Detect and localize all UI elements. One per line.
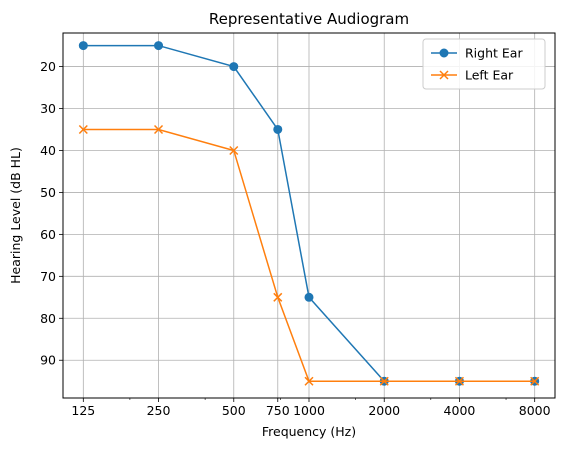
legend-box: [422, 38, 546, 90]
data-point: [78, 41, 88, 51]
data-point-stroke: [78, 124, 88, 135]
data-point-stroke: [379, 376, 389, 386]
series-left-ear: [78, 124, 540, 386]
data-point: [379, 376, 389, 386]
data-point: [439, 70, 449, 80]
x-tick-label: 1000: [293, 403, 325, 418]
y-tick-label: 50: [40, 185, 56, 200]
y-tick-label: 90: [40, 353, 56, 368]
data-point-stroke: [229, 145, 239, 156]
y-tick-label: 70: [40, 269, 56, 284]
data-point: [304, 376, 314, 386]
legend-item: Left Ear: [431, 68, 514, 83]
y-tick-label: 60: [40, 227, 56, 242]
data-point-stroke: [304, 376, 314, 386]
data-point: [273, 292, 283, 302]
chart-title: Representative Audiogram: [209, 10, 409, 28]
data-point: [229, 145, 239, 156]
legend-label: Right Ear: [465, 46, 523, 61]
x-tick-label: 750: [266, 403, 290, 418]
data-point-stroke: [454, 376, 464, 386]
x-tick-label: 4000: [444, 403, 476, 418]
x-tick-label: 8000: [519, 403, 551, 418]
data-point: [273, 124, 283, 134]
x-tick-label: 500: [222, 403, 246, 418]
series-layer: [78, 41, 540, 386]
data-point: [454, 376, 464, 386]
data-point: [154, 124, 164, 135]
data-point: [530, 376, 540, 386]
data-point: [78, 124, 88, 135]
series-line: [83, 128, 535, 382]
data-point: [439, 48, 449, 58]
data-point-stroke: [439, 70, 449, 80]
x-tick-label: 2000: [368, 403, 400, 418]
x-tick-label: 250: [147, 403, 171, 418]
x-axis-label: Frequency (Hz): [262, 424, 356, 439]
y-tick-label: 30: [40, 101, 56, 116]
y-axis-label: Hearing Level (dB HL): [8, 147, 23, 284]
tick-layer: 125 250 500 750 1000 2000 4000 8000 20 30 40 50 60 70…: [40, 59, 551, 418]
grid-layer: [63, 33, 555, 398]
data-point: [154, 41, 164, 51]
y-tick-label: 80: [40, 311, 56, 326]
x-tick-label: 125: [71, 403, 95, 418]
legend-item: Right Ear: [431, 46, 523, 61]
y-tick-label: 40: [40, 143, 56, 158]
data-point: [304, 292, 314, 302]
data-point-stroke: [530, 376, 540, 386]
legend-label: Left Ear: [465, 68, 514, 83]
legend: Right Ear Left Ear: [422, 38, 546, 90]
y-tick-label: 20: [40, 59, 56, 74]
data-point: [229, 62, 239, 72]
data-point-stroke: [273, 292, 283, 302]
data-point-stroke: [154, 124, 164, 135]
